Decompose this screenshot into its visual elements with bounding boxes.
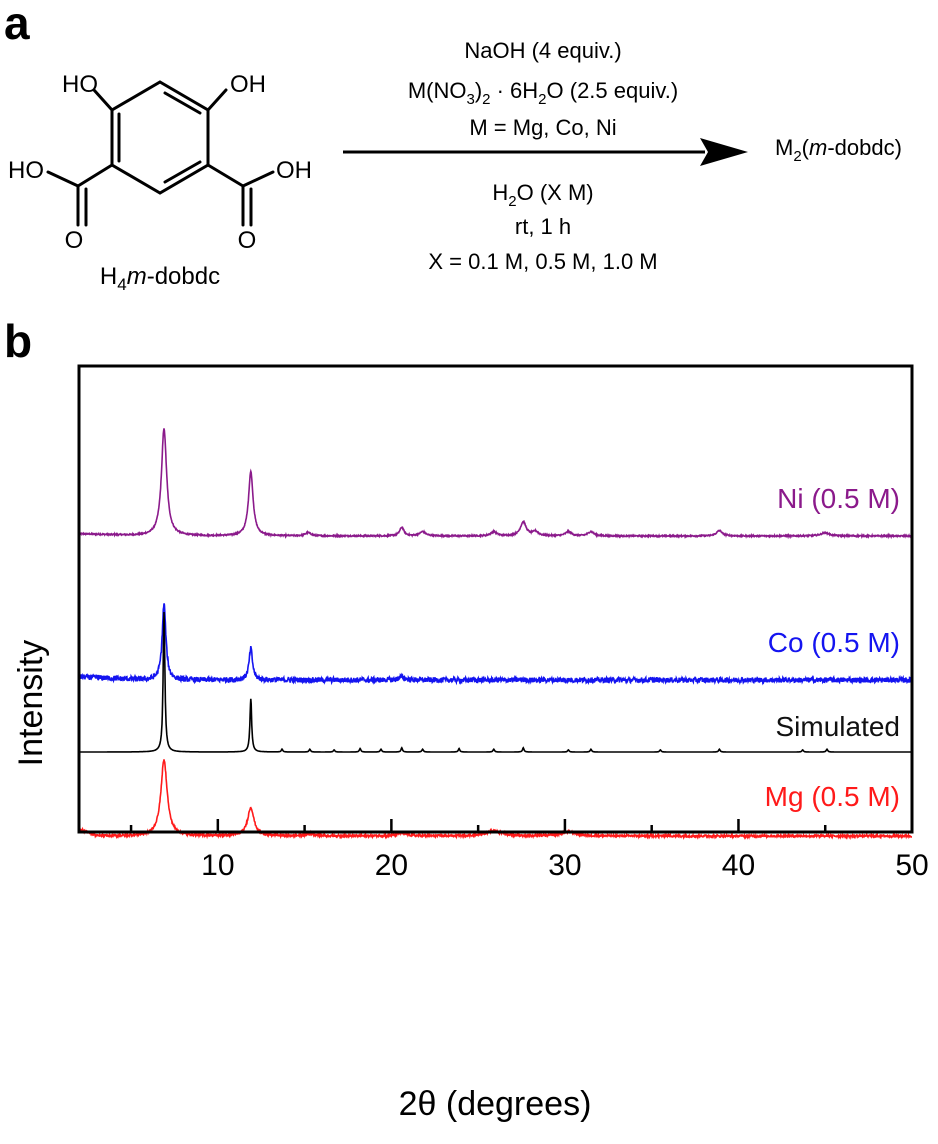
plot-frame [77, 364, 914, 834]
x-tick-label: 30 [548, 849, 581, 882]
trace-simulated [79, 611, 912, 753]
atom-label-acid-right: OH [276, 157, 312, 184]
x-tick-label: 40 [722, 849, 755, 882]
condition-metal-salt: M(NO3)2 · 6H2O (2.5 equiv.) [408, 78, 678, 108]
h4m-dobdc-structure [46, 80, 275, 227]
x-tick-label: 10 [201, 849, 234, 882]
series-label-group: Ni (0.5 M) Co (0.5 M) Mg (0.5 M) Simulated [765, 483, 900, 812]
atom-label-carbonyl-right: O [238, 227, 257, 254]
atom-label-ho-left: HO [62, 71, 98, 98]
x-tick-label: 20 [375, 849, 408, 882]
panel-label-a: a [4, 0, 30, 49]
trace-group [78, 428, 913, 841]
x-axis-ticks: 10 20 30 40 50 [129, 819, 929, 882]
atom-label-carbonyl-left: O [65, 227, 84, 254]
series-label-mg: Mg (0.5 M) [765, 781, 900, 812]
reactant-label: H4m-dobdc [100, 263, 220, 294]
atom-label-oh-right: OH [230, 71, 266, 98]
condition-solvent: H2O (X M) [492, 180, 593, 210]
series-label-co: Co (0.5 M) [768, 627, 900, 658]
x-axis-title: 2θ (degrees) [399, 1085, 592, 1123]
atom-label-acid-left: HO [8, 157, 44, 184]
reaction-arrow [343, 138, 748, 166]
y-axis-title: Intensity [12, 640, 50, 767]
trace-co [78, 603, 913, 686]
product-label: M2(m-dobdc) [775, 135, 902, 165]
trace-mg [78, 759, 912, 841]
series-label-simulated: Simulated [775, 711, 900, 742]
condition-metals: M = Mg, Co, Ni [469, 115, 616, 140]
x-tick-label: 50 [895, 849, 928, 882]
reaction-scheme: HO OH HO OH O O H4m-dobdc NaOH (4 equiv.… [8, 38, 902, 294]
condition-naoh: NaOH (4 equiv.) [464, 38, 621, 63]
series-label-ni: Ni (0.5 M) [777, 483, 900, 514]
panel-label-b: b [4, 315, 33, 367]
condition-concentrations: X = 0.1 M, 0.5 M, 1.0 M [428, 249, 657, 274]
trace-ni [78, 428, 913, 540]
condition-time: rt, 1 h [515, 214, 571, 239]
